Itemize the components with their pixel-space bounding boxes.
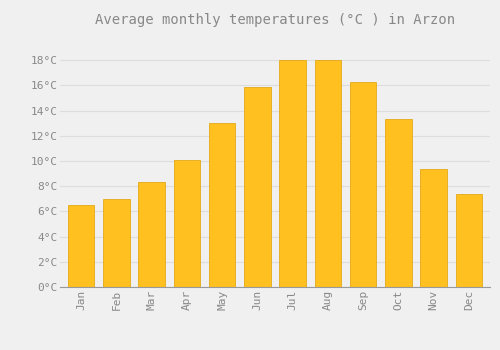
Bar (174, 160, 200, 287)
Bar (280, 60, 306, 287)
Bar (385, 119, 411, 287)
Bar (314, 60, 341, 287)
Bar (68, 205, 94, 287)
Bar (420, 169, 447, 287)
Bar (103, 199, 130, 287)
Bar (456, 194, 482, 287)
Title: Average monthly temperatures (°C ) in Arzon: Average monthly temperatures (°C ) in Ar… (95, 13, 455, 27)
Bar (209, 123, 236, 287)
Bar (350, 82, 376, 287)
Bar (244, 87, 270, 287)
Bar (138, 182, 165, 287)
